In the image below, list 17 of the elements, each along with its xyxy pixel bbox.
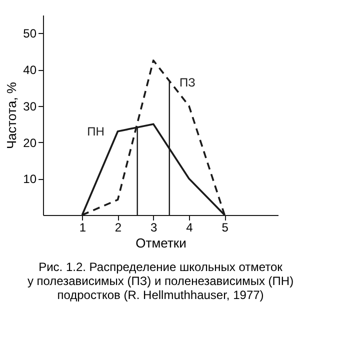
y-tick-label: 20 <box>23 136 37 150</box>
y-axis-title: Частота, % <box>4 82 20 149</box>
series-label: ПН <box>87 124 104 138</box>
text: Рис. 1.2. Распределение школьных отметок <box>38 260 284 274</box>
x-tick-label: 2 <box>114 220 122 234</box>
text: подростков (R. Hellmuthhauser, 1977) <box>57 288 264 302</box>
y-tick-label: 40 <box>23 63 37 78</box>
x-tick-label: 5 <box>222 220 229 234</box>
x-tick-label: 4 <box>186 220 194 234</box>
x-tick-label: 3 <box>150 220 158 234</box>
text: у полезависимых (ПЗ) и поленезависимых (ПН) <box>27 274 294 288</box>
y-tick-label: 30 <box>23 99 37 114</box>
y-tick-label: 10 <box>23 172 37 186</box>
x-axis-title: Отметки <box>136 236 186 250</box>
series-label: ПЗ <box>179 75 196 90</box>
x-tick-label: 1 <box>79 220 86 234</box>
y-tick-label: 50 <box>23 26 37 41</box>
